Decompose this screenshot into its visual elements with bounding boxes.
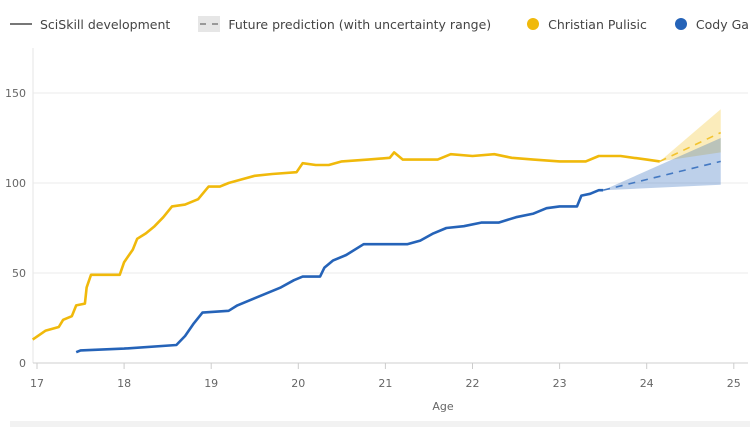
y-tick-label: 50	[12, 267, 26, 280]
series-line	[31, 151, 660, 341]
legend-prediction: Future prediction (with uncertainty rang…	[198, 16, 491, 32]
legend: SciSkill development Future prediction (…	[10, 16, 750, 32]
legend-label: Future prediction (with uncertainty rang…	[228, 16, 492, 32]
x-tick-label: 21	[378, 377, 392, 390]
dashed-line-swatch	[198, 16, 221, 32]
y-tick-label: 150	[5, 87, 26, 100]
x-tick-label: 19	[204, 377, 218, 390]
x-tick-label: 22	[466, 377, 480, 390]
footer-bar	[10, 421, 750, 427]
pulisic-dot-icon	[527, 18, 540, 30]
legend-pulisic[interactable]: Christian Pulisic	[527, 17, 647, 32]
legend-label: Cody Gakpo	[695, 16, 750, 32]
legend-gakpo[interactable]: Cody Gakpo	[674, 16, 750, 32]
x-tick-label: 17	[30, 377, 44, 390]
x-axis-label: Age	[432, 400, 454, 413]
legend-label: Christian Pulisic	[548, 16, 647, 32]
x-tick-label: 24	[640, 377, 654, 390]
solid-line-swatch	[10, 23, 32, 25]
y-tick-label: 100	[5, 177, 26, 190]
x-tick-label: 25	[727, 377, 741, 390]
uncertainty-band	[603, 138, 721, 191]
x-tick-label: 18	[117, 377, 131, 390]
legend-development: SciSkill development	[10, 17, 170, 32]
x-tick-label: 20	[291, 377, 305, 390]
series-line	[75, 188, 604, 354]
gakpo-dot-icon	[674, 18, 687, 30]
uncertainty-band	[659, 109, 721, 162]
x-tick-label: 23	[553, 377, 567, 390]
prediction-line	[659, 131, 722, 163]
y-tick-label: 0	[19, 357, 26, 370]
legend-label: SciSkill development	[40, 16, 171, 32]
